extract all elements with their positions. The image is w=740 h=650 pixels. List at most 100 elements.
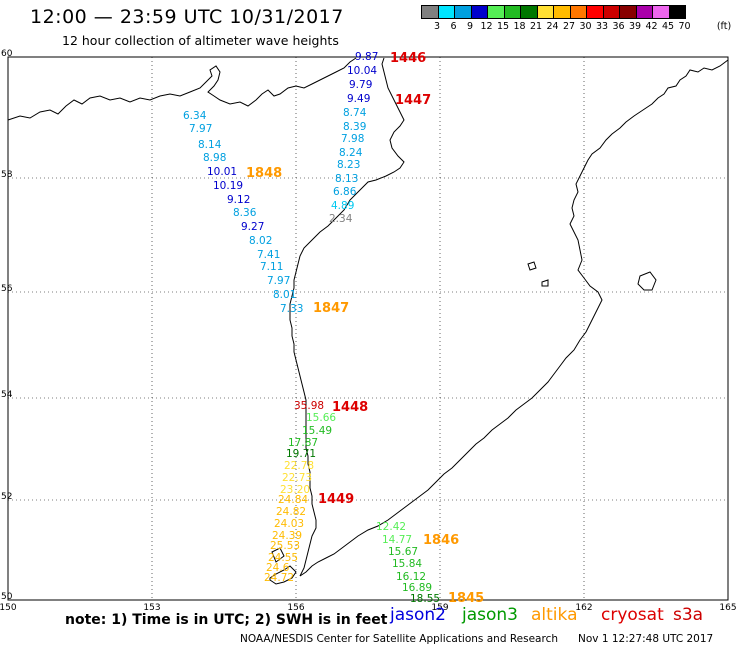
wave-height-label: 24.6	[266, 562, 290, 574]
wave-height-label: 8.01	[273, 289, 296, 301]
kamchatka-west-coast	[289, 57, 405, 577]
observation-labels: 9.87 10.04 9.79 9.49 8.74 8.397.98 8.248.23 8.1…	[183, 51, 440, 605]
y-tick-label: 54	[1, 390, 13, 400]
wave-height-label: 18.55	[410, 593, 440, 605]
wave-height-label: 16.89	[402, 582, 432, 594]
pass-id-label: 1848	[246, 166, 282, 181]
wave-height-label: 16.12	[396, 571, 426, 583]
wave-height-label: 7.97	[267, 275, 290, 287]
x-tick-label: 153	[143, 603, 160, 613]
wave-height-label: 9.49	[347, 93, 370, 105]
satellite-name: jason3	[462, 605, 518, 625]
legend-label: 27	[562, 21, 576, 32]
wave-height-label: 8.39	[343, 121, 366, 133]
wave-height-label: 22.73	[282, 472, 312, 484]
wave-height-label: 24.84	[278, 494, 308, 506]
wave-height-label: 8.02	[249, 235, 272, 247]
pass-id-label: 1847	[313, 301, 349, 316]
wave-height-label: 8.23	[337, 159, 360, 171]
satellite-name: s3a	[673, 605, 704, 625]
map-title: 12:00 — 23:59 UTC 10/31/2017	[30, 6, 344, 28]
legend-label: 6	[450, 21, 457, 32]
wave-height-label: 14.77	[382, 534, 412, 546]
wave-height-label: 8.98	[203, 152, 226, 164]
pass-id-label: 1448	[332, 400, 368, 415]
pass-id-label: 1446	[390, 51, 426, 66]
legend-label: 3	[433, 21, 441, 32]
legend-label: 9	[466, 21, 474, 32]
y-tick-label: 52	[1, 492, 12, 502]
legend-swatch	[668, 5, 686, 19]
wave-height-label: 10.19	[213, 180, 243, 192]
wave-height-label: 7.41	[257, 249, 280, 261]
wave-height-label: 23.20	[280, 484, 310, 496]
satellite-name: jason2	[390, 605, 446, 625]
legend-label: 12	[480, 21, 493, 32]
legend-label: 24	[546, 21, 559, 32]
x-tick-label: 150	[0, 603, 17, 613]
wave-height-label: 8.24	[339, 147, 363, 159]
legend-label: 45	[661, 21, 675, 32]
kuril-south-tip	[269, 565, 297, 585]
island-3	[637, 271, 657, 291]
satellite-name: cryosat	[601, 605, 664, 625]
pass-id-labels: 1446 1447 1848 1847 1448 1449 1846 1845	[246, 51, 484, 606]
map-subtitle: 12 hour collection of altimeter wave hei…	[62, 33, 339, 48]
y-tick-label: 50	[1, 592, 13, 602]
kamchatka-coast	[299, 59, 729, 577]
wave-height-label: 24.39	[272, 530, 302, 542]
wave-height-label: 8.36	[233, 207, 257, 219]
y-tick-label: 60	[1, 49, 13, 59]
y-tick-label: 58	[1, 170, 13, 180]
wave-height-label: 8.74	[343, 107, 367, 119]
wave-height-label: 15.84	[392, 558, 422, 570]
wave-height-label: 15.66	[306, 412, 336, 424]
color-legend-labels: 3 6 9 12 15 18 21 24 27 30 33 36 39 42 45 70 (ft)	[421, 21, 740, 33]
wave-height-label: 6.86	[333, 186, 357, 198]
pass-id-label: 1447	[395, 93, 431, 108]
y-tick-label: 56	[1, 284, 13, 294]
wave-height-label: 17.87	[288, 437, 318, 449]
credit-line: NOAA/NESDIS Center for Satellite Applica…	[240, 633, 558, 645]
island-4	[271, 547, 285, 563]
island-2	[541, 279, 549, 287]
legend-label: 30	[579, 21, 592, 32]
wave-height-label: 9.87	[355, 51, 378, 63]
legend-label: 21	[529, 21, 543, 32]
footer-note: note: 1) Time is in UTC; 2) SWH is in fe…	[65, 612, 388, 628]
wave-height-label: 15.49	[302, 425, 332, 437]
legend-label: 15	[496, 21, 510, 32]
wave-height-label: 2.34	[329, 213, 353, 225]
wave-height-label: 19.71	[286, 448, 316, 460]
island-1	[527, 261, 537, 271]
wave-height-label: 22.78	[284, 460, 314, 472]
wave-height-label: 6.34	[183, 110, 207, 122]
map-frame	[7, 56, 729, 601]
color-legend	[421, 5, 686, 19]
legend-label: 18	[513, 21, 526, 32]
satellite-name: altika	[531, 605, 578, 625]
wave-height-label: 7.98	[341, 133, 364, 145]
legend-label: 42	[645, 21, 658, 32]
wave-height-label: 9.79	[349, 79, 372, 91]
wave-height-label: 4.89	[331, 200, 354, 212]
wave-height-label: 8.14	[198, 139, 222, 151]
wave-height-label: 8.13	[335, 173, 358, 185]
legend-label: 33	[595, 21, 609, 32]
x-tick-label: 156	[287, 603, 304, 613]
wave-height-label: 9.27	[241, 221, 264, 233]
x-tick-label: 159	[431, 603, 448, 613]
wave-height-label: 12.42	[376, 521, 406, 533]
graticule-grid	[8, 57, 728, 600]
wave-height-label: 24.72	[264, 572, 294, 584]
legend-label: 70	[678, 21, 691, 32]
x-tick-label: 165	[719, 603, 736, 613]
wave-height-label: 10.01	[207, 166, 237, 178]
wave-height-label: 7.11	[260, 261, 283, 273]
wave-height-label: 10.04	[347, 65, 377, 77]
coastline	[7, 57, 729, 585]
pass-id-label: 1449	[318, 492, 354, 507]
wave-height-label: 7.97	[189, 123, 212, 135]
wave-height-label: 24.03	[274, 518, 304, 530]
